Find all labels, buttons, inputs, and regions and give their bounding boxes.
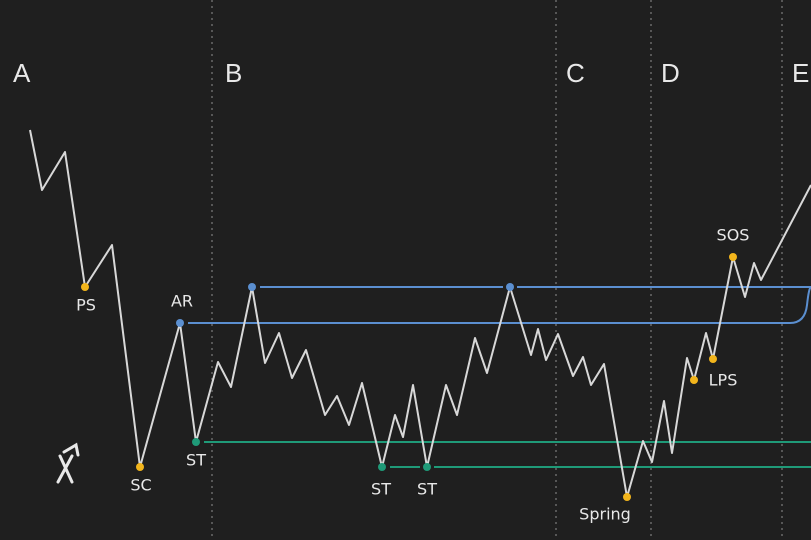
levels xyxy=(188,286,811,468)
event-dot xyxy=(176,319,184,327)
event-dot xyxy=(248,283,256,291)
logo xyxy=(56,442,80,484)
phase-label: D xyxy=(661,58,680,88)
phase-label: E xyxy=(792,58,809,88)
event-label: SC xyxy=(130,476,151,495)
event-dot xyxy=(729,253,737,261)
event-dot xyxy=(136,463,144,471)
phase-separators xyxy=(211,0,783,540)
event-dot xyxy=(506,283,514,291)
event-label: ST xyxy=(417,480,437,499)
event-dot xyxy=(623,493,631,501)
event-dot xyxy=(690,376,698,384)
event-dot xyxy=(378,463,386,471)
event-label: ST xyxy=(371,480,391,499)
event-label: SOS xyxy=(717,226,750,245)
event-label: PS xyxy=(76,296,96,315)
event-dot xyxy=(423,463,431,471)
event-label: Spring xyxy=(579,505,631,524)
event-dots xyxy=(81,253,737,501)
resistance-line xyxy=(188,286,811,324)
phase-label: A xyxy=(13,58,31,88)
event-label: ST xyxy=(186,451,206,470)
price-path xyxy=(29,129,811,498)
event-dot xyxy=(81,283,89,291)
event-label: AR xyxy=(171,292,193,311)
event-dot xyxy=(709,355,717,363)
event-label: LPS xyxy=(709,371,738,390)
event-dot xyxy=(192,438,200,446)
phase-label: B xyxy=(225,58,242,88)
phase-label: C xyxy=(566,58,585,88)
